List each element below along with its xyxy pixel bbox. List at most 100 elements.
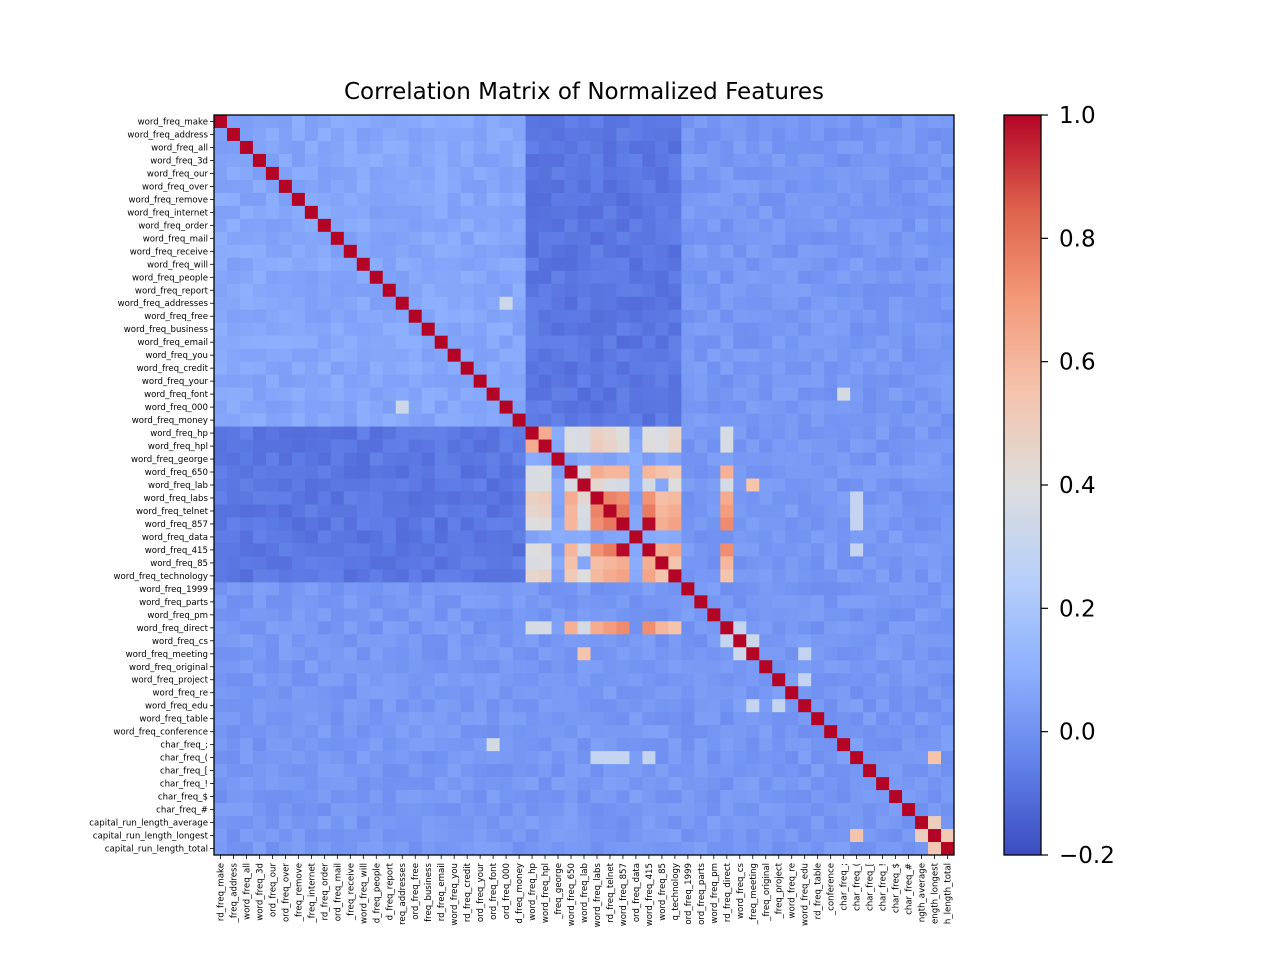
heatmap-cell bbox=[538, 335, 552, 350]
heatmap-cell bbox=[421, 335, 436, 350]
heatmap-cell bbox=[525, 777, 539, 791]
heatmap-cell bbox=[681, 387, 695, 401]
y-tick-label: word_freq_email bbox=[137, 338, 208, 348]
heatmap-cell bbox=[538, 361, 552, 375]
heatmap-cell bbox=[824, 842, 838, 856]
heatmap-cell bbox=[499, 517, 513, 531]
heatmap-cell bbox=[629, 374, 643, 388]
heatmap-cell bbox=[473, 387, 487, 401]
heatmap-cell bbox=[564, 244, 578, 259]
heatmap-cell bbox=[850, 231, 864, 246]
heatmap-cell bbox=[889, 660, 903, 674]
heatmap-cell bbox=[317, 751, 332, 765]
heatmap-cell bbox=[876, 790, 890, 804]
heatmap-cell bbox=[863, 127, 877, 142]
heatmap-cell bbox=[668, 374, 682, 388]
heatmap-cell bbox=[214, 647, 228, 661]
heatmap-cell bbox=[616, 660, 630, 674]
heatmap-cell bbox=[330, 309, 345, 324]
heatmap-cell bbox=[798, 231, 812, 246]
heatmap-cell bbox=[278, 647, 293, 661]
heatmap-cell bbox=[746, 361, 760, 375]
heatmap-cell bbox=[889, 829, 903, 843]
heatmap-cell bbox=[343, 270, 358, 285]
heatmap-cell bbox=[343, 790, 358, 804]
heatmap-cell bbox=[538, 166, 552, 181]
heatmap-cell bbox=[824, 127, 838, 142]
heatmap-cell bbox=[616, 153, 630, 168]
heatmap-cell bbox=[642, 348, 656, 363]
heatmap-cell bbox=[564, 231, 578, 246]
heatmap-cell bbox=[317, 465, 332, 479]
heatmap-cell bbox=[421, 127, 436, 142]
heatmap-cell bbox=[486, 621, 500, 635]
heatmap-cell bbox=[434, 816, 449, 830]
heatmap-cell bbox=[330, 387, 345, 401]
heatmap-cell bbox=[863, 816, 877, 830]
heatmap-cell bbox=[603, 387, 617, 401]
heatmap-cell bbox=[772, 699, 786, 713]
heatmap-cell bbox=[304, 452, 319, 466]
heatmap-cell bbox=[616, 686, 630, 700]
heatmap-cell bbox=[538, 296, 552, 311]
heatmap-cell bbox=[434, 218, 449, 233]
heatmap-cell bbox=[707, 374, 721, 388]
heatmap-cell bbox=[291, 556, 306, 570]
heatmap-cell bbox=[395, 309, 410, 324]
heatmap-cell bbox=[837, 673, 851, 687]
heatmap-cell bbox=[317, 738, 332, 752]
heatmap-cell bbox=[499, 712, 513, 726]
heatmap-cell bbox=[447, 452, 462, 466]
heatmap-cell bbox=[746, 686, 760, 700]
heatmap-cell bbox=[681, 608, 695, 622]
heatmap-cell bbox=[746, 231, 760, 246]
heatmap-cell bbox=[265, 634, 280, 648]
heatmap-cell bbox=[395, 777, 410, 791]
heatmap-cell bbox=[564, 452, 578, 466]
heatmap-cell bbox=[421, 348, 436, 363]
heatmap-cell bbox=[941, 322, 955, 337]
heatmap-cell bbox=[759, 166, 773, 181]
heatmap-cell bbox=[265, 608, 280, 622]
heatmap-cell bbox=[486, 504, 500, 518]
heatmap-cell bbox=[590, 829, 604, 843]
heatmap-cell bbox=[486, 673, 500, 687]
heatmap-cell bbox=[460, 582, 474, 596]
heatmap-cell bbox=[629, 166, 643, 181]
heatmap-cell bbox=[486, 569, 500, 583]
heatmap-cell bbox=[681, 686, 695, 700]
heatmap-cell bbox=[343, 686, 358, 700]
heatmap-cell bbox=[876, 400, 890, 414]
heatmap-cell bbox=[941, 829, 955, 843]
heatmap-cell bbox=[486, 257, 500, 272]
heatmap-cell bbox=[226, 517, 241, 531]
heatmap-cell bbox=[214, 608, 228, 622]
heatmap-cell bbox=[226, 504, 241, 518]
heatmap-cell bbox=[421, 608, 436, 622]
heatmap-cell bbox=[460, 270, 474, 285]
heatmap-cell bbox=[408, 790, 423, 804]
heatmap-cell bbox=[681, 816, 695, 830]
heatmap-cell bbox=[616, 218, 630, 233]
heatmap-cell bbox=[239, 556, 254, 570]
heatmap-cell bbox=[382, 115, 397, 129]
heatmap-cell bbox=[785, 153, 799, 168]
heatmap-cell bbox=[356, 777, 371, 791]
heatmap-cell bbox=[850, 348, 864, 363]
heatmap-cell bbox=[564, 309, 578, 324]
heatmap-cell bbox=[460, 517, 474, 531]
heatmap-cell bbox=[902, 803, 916, 817]
heatmap-cell bbox=[707, 361, 721, 375]
heatmap-cell bbox=[525, 556, 539, 570]
heatmap-cell bbox=[551, 439, 565, 453]
heatmap-cell bbox=[382, 543, 397, 557]
heatmap-cell bbox=[876, 621, 890, 635]
x-tick-label: _freq_george bbox=[554, 863, 564, 920]
heatmap-cell bbox=[876, 309, 890, 324]
heatmap-cell bbox=[876, 270, 890, 285]
y-tick-label: word_freq_telnet bbox=[136, 507, 209, 517]
heatmap-cell bbox=[733, 478, 747, 492]
heatmap-cell bbox=[564, 205, 578, 220]
heatmap-cell bbox=[551, 153, 565, 168]
heatmap-cell bbox=[343, 647, 358, 661]
